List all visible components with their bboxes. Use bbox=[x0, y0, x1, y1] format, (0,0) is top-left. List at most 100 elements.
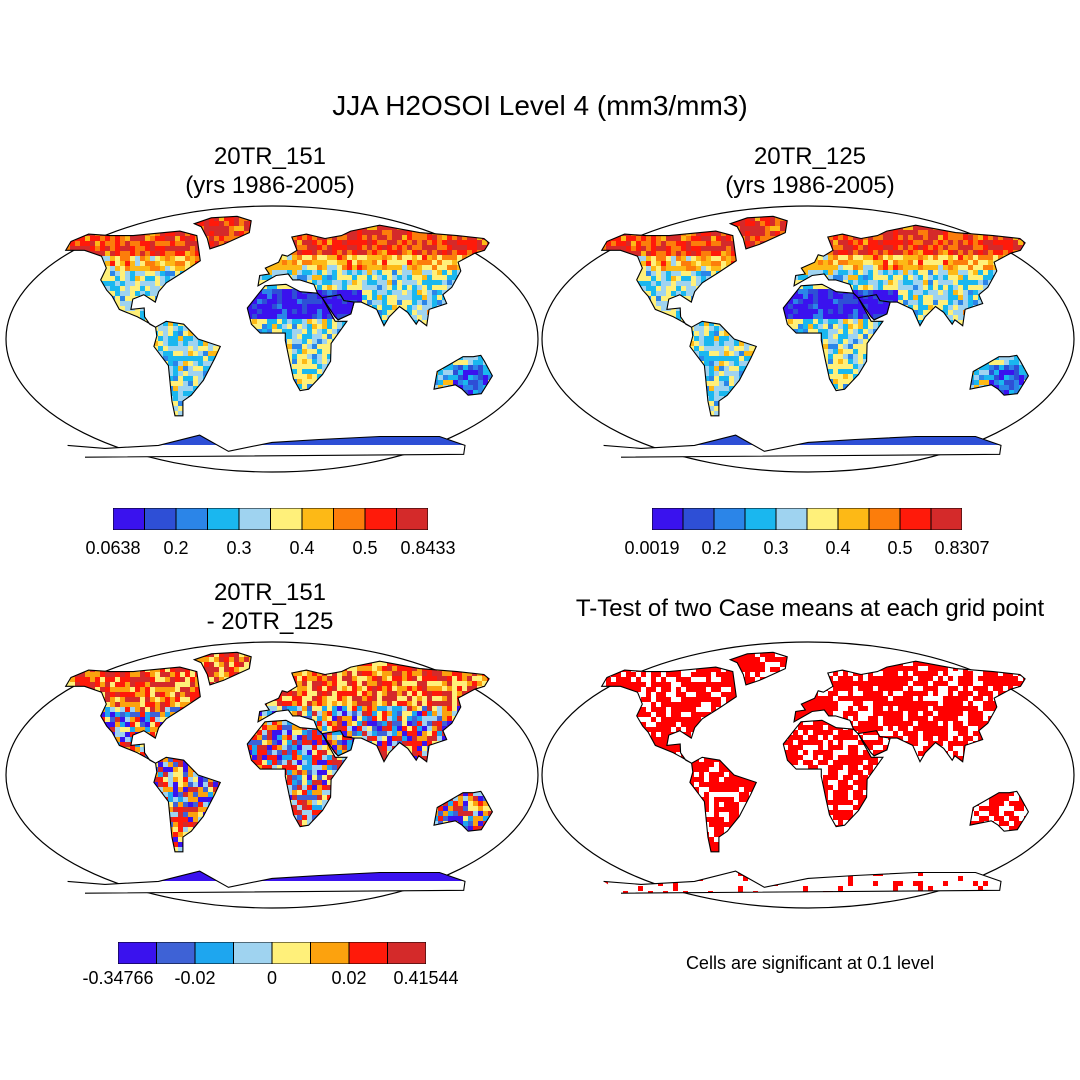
colorbar-tick-label: 0 bbox=[266, 968, 278, 988]
colorbar-swatch bbox=[837, 507, 870, 531]
colorbar-tick-label: 0.5 bbox=[352, 538, 378, 558]
colorbar-tick-label: 0.2 bbox=[163, 538, 189, 558]
panel-title-ttest: T-Test of two Case means at each grid po… bbox=[540, 594, 1080, 623]
coastline-antarctica bbox=[603, 434, 1002, 458]
panel-title-difference-line2: - 20TR_125 bbox=[206, 608, 334, 635]
panel-title-case2: 20TR_125 (yrs 1986-2005) bbox=[540, 142, 1080, 200]
coastline-africa bbox=[782, 719, 884, 828]
colorbar-swatch bbox=[156, 941, 196, 965]
colorbar-case1 bbox=[112, 507, 429, 531]
colorbar-swatch bbox=[175, 507, 208, 531]
significance-note: Cells are significant at 0.1 level bbox=[685, 953, 935, 973]
map-panel-difference bbox=[4, 640, 540, 910]
panel-title-case2-line1: 20TR_125 bbox=[753, 143, 867, 170]
coastline-arabia bbox=[321, 294, 355, 321]
colorbar-tick-label: 0.4 bbox=[289, 538, 315, 558]
coastline-australia bbox=[969, 354, 1030, 396]
coastline-greenland bbox=[192, 215, 252, 250]
colorbar-swatch bbox=[396, 507, 429, 531]
colorbar-swatch bbox=[682, 507, 715, 531]
colorbar-tick-label: 0.3 bbox=[763, 538, 789, 558]
colorbar-tick-label: 0.8433 bbox=[400, 538, 456, 558]
coastline-southAmerica bbox=[153, 320, 222, 417]
coastline-northAmerica bbox=[64, 666, 201, 764]
coastline-antarctica bbox=[67, 434, 466, 458]
map-panel-case1 bbox=[4, 204, 540, 474]
colorbar-swatch bbox=[387, 941, 427, 965]
colorbar-tick-label: 0.2 bbox=[701, 538, 727, 558]
map-case2 bbox=[541, 205, 1075, 473]
coastline-arabia bbox=[857, 294, 891, 321]
panel-title-difference-line1: 20TR_151 bbox=[213, 579, 327, 606]
coastline-antarctica bbox=[67, 870, 466, 894]
colorbar-tick-label: 0.0019 bbox=[624, 538, 680, 558]
colorbar-swatch bbox=[301, 507, 334, 531]
colorbar-swatch bbox=[233, 941, 273, 965]
coastline-africa bbox=[246, 719, 348, 828]
coastline-arabia bbox=[321, 730, 355, 757]
colorbar-tick-label: -0.02 bbox=[174, 968, 216, 988]
map-panel-ttest bbox=[540, 640, 1076, 910]
colorbar-tick-label: 0.02 bbox=[331, 968, 367, 988]
colorbar-swatch bbox=[713, 507, 746, 531]
map-ttest bbox=[541, 641, 1075, 909]
colorbar-swatch bbox=[271, 941, 311, 965]
coastline-arabia bbox=[857, 730, 891, 757]
coastline-greenland bbox=[728, 651, 788, 686]
colorbar-tick-label: 0.4 bbox=[825, 538, 851, 558]
colorbar-swatch bbox=[333, 507, 366, 531]
coastline-australia bbox=[969, 790, 1030, 832]
panel-title-difference: 20TR_151 - 20TR_125 bbox=[0, 578, 540, 636]
coastline-africa bbox=[782, 283, 884, 392]
colorbar-tick-label: 0.0638 bbox=[85, 538, 141, 558]
colorbar-swatch bbox=[310, 941, 350, 965]
colorbar-case2 bbox=[651, 507, 963, 531]
figure-title: JJA H2OSOI Level 4 (mm3/mm3) bbox=[332, 90, 748, 121]
colorbar-swatch bbox=[238, 507, 271, 531]
colorbar-tick-label: 0.5 bbox=[887, 538, 913, 558]
panel-title-ttest-line1: T-Test of two Case means at each grid po… bbox=[575, 595, 1045, 622]
map-panel-case2 bbox=[540, 204, 1076, 474]
coastline-southAmerica bbox=[689, 756, 758, 853]
coastline-northAmerica bbox=[64, 230, 201, 328]
panel-title-case2-line2: (yrs 1986-2005) bbox=[725, 172, 895, 199]
colorbar-swatch bbox=[348, 941, 388, 965]
coastline-australia bbox=[433, 354, 494, 396]
coastline-greenland bbox=[728, 215, 788, 250]
panel-title-case1: 20TR_151 (yrs 1986-2005) bbox=[0, 142, 540, 200]
colorbar-swatch bbox=[112, 507, 145, 531]
map-difference bbox=[5, 641, 539, 909]
colorbar-swatch bbox=[117, 941, 157, 965]
colorbar-swatch bbox=[144, 507, 177, 531]
colorbar-labels-difference: -0.34766 -0.02 0 0.02 0.41544 bbox=[82, 968, 458, 990]
coastline-southAmerica bbox=[689, 320, 758, 417]
colorbar-difference bbox=[117, 941, 427, 965]
colorbar-swatch bbox=[270, 507, 303, 531]
panel-title-case1-line1: 20TR_151 bbox=[213, 143, 327, 170]
coastline-northAmerica bbox=[600, 230, 737, 328]
colorbar-tick-label: -0.34766 bbox=[82, 968, 154, 988]
colorbar-swatch bbox=[775, 507, 808, 531]
map-case1 bbox=[5, 205, 539, 473]
colorbar-swatch bbox=[744, 507, 777, 531]
colorbar-labels-case1: 0.0638 0.2 0.3 0.4 0.5 0.8433 bbox=[85, 538, 455, 560]
colorbar-swatch bbox=[207, 507, 240, 531]
coastline-greenland bbox=[192, 651, 252, 686]
colorbar-swatch bbox=[899, 507, 932, 531]
coastline-australia bbox=[433, 790, 494, 832]
colorbar-tick-label: 0.3 bbox=[226, 538, 252, 558]
coastline-southAmerica bbox=[153, 756, 222, 853]
colorbar-tick-label: 0.41544 bbox=[393, 968, 459, 988]
colorbar-swatch bbox=[868, 507, 901, 531]
colorbar-swatch bbox=[194, 941, 234, 965]
colorbar-swatch bbox=[806, 507, 839, 531]
colorbar-labels-case2: 0.0019 0.2 0.3 0.4 0.5 0.8307 bbox=[624, 538, 989, 560]
coastline-africa bbox=[246, 283, 348, 392]
panel-title-case1-line2: (yrs 1986-2005) bbox=[185, 172, 355, 199]
colorbar-swatch bbox=[651, 507, 684, 531]
coastline-antarctica bbox=[603, 870, 1002, 894]
colorbar-tick-label: 0.8307 bbox=[934, 538, 990, 558]
colorbar-swatch bbox=[364, 507, 397, 531]
coastline-northAmerica bbox=[600, 666, 737, 764]
colorbar-swatch bbox=[930, 507, 963, 531]
